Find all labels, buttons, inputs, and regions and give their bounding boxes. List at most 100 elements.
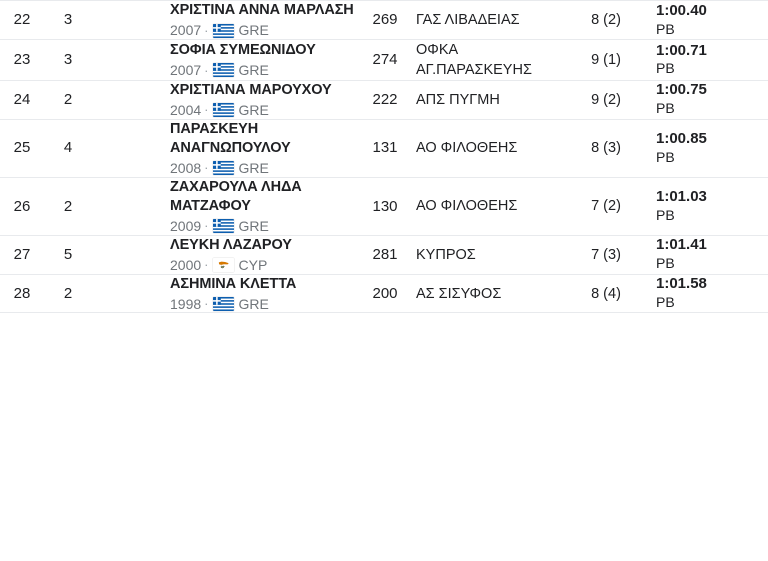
athlete-name[interactable]: ΧΡΙΣΤΙΝΑ ΑΝΝΑ ΜΑΡΛΑΣΗ xyxy=(170,2,354,18)
heat-position: (3) xyxy=(603,140,621,157)
cell-time: 1:01.41 PB xyxy=(646,235,768,274)
cell-lane: 5 xyxy=(44,235,92,274)
athlete-name[interactable]: ΛΕΥΚΗ ΛΑΖΑΡΟΥ xyxy=(170,236,292,253)
meta-separator: · xyxy=(204,218,209,234)
cell-athlete: ΑΣΗΜΙΝΑ ΚΛΕΤΤΑ 1998 · GRE xyxy=(170,274,354,313)
cell-heat: 9 (2) xyxy=(566,80,646,119)
cell-lane: 3 xyxy=(44,1,92,40)
lane-value: 3 xyxy=(63,11,73,29)
athlete-birth-year: 2000 xyxy=(170,256,202,273)
result-time: 1:00.75 xyxy=(656,81,707,99)
lane-value: 2 xyxy=(63,197,73,215)
athlete-meta: 2009 · GRE xyxy=(170,218,354,235)
cell-place: 27 xyxy=(0,235,44,274)
club-name[interactable]: ΑΟ ΦΙΛΟΘΕΗΣ xyxy=(416,140,518,157)
cell-spacer xyxy=(92,274,170,313)
country-code: GRE xyxy=(238,295,269,312)
club-name[interactable]: ΟΦΚΑ ΑΓ.ΠΑΡΑΣΚΕΥΗΣ xyxy=(416,41,532,78)
cell-spacer xyxy=(92,235,170,274)
cell-lane: 4 xyxy=(44,119,92,177)
table-row[interactable]: 28 2 ΑΣΗΜΙΝΑ ΚΛΕΤΤΑ 1998 · GRE 200 ΑΣ ΣΙ… xyxy=(0,274,768,313)
country-flag-icon xyxy=(212,23,234,38)
result-time: 1:01.03 xyxy=(656,187,707,205)
heat-number: 7 xyxy=(591,198,600,215)
bib-number: 269 xyxy=(372,11,398,29)
cell-place: 25 xyxy=(0,119,44,177)
table-row[interactable]: 22 3 ΧΡΙΣΤΙΝΑ ΑΝΝΑ ΜΑΡΛΑΣΗ 2007 · GRE 26… xyxy=(0,0,768,40)
bib-number: 222 xyxy=(372,90,398,108)
result-time: 1:01.58 xyxy=(656,275,707,293)
cell-spacer xyxy=(92,39,170,80)
country-flag-icon xyxy=(212,297,234,312)
club-name[interactable]: ΚΥΠΡΟΣ xyxy=(416,246,476,263)
heat-number: 8 xyxy=(591,140,600,157)
cell-spacer xyxy=(92,80,170,119)
athlete-meta: 2004 · GRE xyxy=(170,102,354,119)
table-row[interactable]: 24 2 ΧΡΙΣΤΙΑΝΑ ΜΑΡΟΥΧΟΥ 2004 · GRE 222 Α… xyxy=(0,80,768,119)
athlete-name[interactable]: ΠΑΡΑΣΚΕΥΗ ΑΝΑΓΝΩΠΟΥΛΟΥ xyxy=(170,120,291,156)
club-name[interactable]: ΓΑΣ ΛΙΒΑΔΕΙΑΣ xyxy=(416,12,520,29)
country-code: GRE xyxy=(238,101,269,118)
cell-time: 1:00.75 PB xyxy=(646,80,768,119)
table-row[interactable]: 25 4 ΠΑΡΑΣΚΕΥΗ ΑΝΑΓΝΩΠΟΥΛΟΥ 2008 · GRE 1… xyxy=(0,119,768,177)
club-name[interactable]: ΑΠΣ ΠΥΓΜΗ xyxy=(416,91,500,108)
cell-lane: 2 xyxy=(44,274,92,313)
heat-number: 9 xyxy=(591,91,600,108)
cell-athlete: ΧΡΙΣΤΙΑΝΑ ΜΑΡΟΥΧΟΥ 2004 · GRE xyxy=(170,80,354,119)
result-tag: PB xyxy=(656,60,675,77)
cell-time: 1:01.03 PB xyxy=(646,177,768,235)
table-row[interactable]: 27 5 ΛΕΥΚΗ ΛΑΖΑΡΟΥ 2000 · CYP 281 ΚΥΠΡΟΣ… xyxy=(0,235,768,274)
result-tag: PB xyxy=(656,255,675,272)
cell-spacer xyxy=(92,119,170,177)
athlete-birth-year: 2007 xyxy=(170,22,202,39)
heat-position: (1) xyxy=(603,51,621,68)
country-code: CYP xyxy=(238,256,268,273)
athlete-birth-year: 2009 xyxy=(170,217,202,234)
cell-heat: 8 (2) xyxy=(566,1,646,40)
heat-position: (3) xyxy=(603,246,621,263)
meta-separator: · xyxy=(204,296,209,312)
country-flag-icon xyxy=(212,219,234,234)
athlete-name[interactable]: ΧΡΙΣΤΙΑΝΑ ΜΑΡΟΥΧΟΥ xyxy=(170,81,332,98)
cell-club: ΑΟ ΦΙΛΟΘΕΗΣ xyxy=(416,177,566,235)
bib-number: 200 xyxy=(372,284,398,302)
cell-heat: 8 (4) xyxy=(566,274,646,313)
result-time: 1:00.40 xyxy=(656,1,707,19)
meta-separator: · xyxy=(204,22,209,38)
athlete-name[interactable]: ΣΟΦΙΑ ΣΥΜΕΩΝΙΔΟΥ xyxy=(170,41,316,58)
heat-position: (2) xyxy=(603,12,621,29)
heat-info: 7 (3) xyxy=(591,247,621,263)
athlete-name[interactable]: ΖΑΧΑΡΟΥΛΑ ΛΗΔΑ ΜΑΤΖΑΦΟΥ xyxy=(170,178,302,214)
place-value: 28 xyxy=(13,284,31,302)
lane-value: 2 xyxy=(63,90,73,108)
table-row[interactable]: 26 2 ΖΑΧΑΡΟΥΛΑ ΛΗΔΑ ΜΑΤΖΑΦΟΥ 2009 · GRE … xyxy=(0,177,768,235)
cell-place: 22 xyxy=(0,1,44,40)
heat-number: 8 xyxy=(591,12,600,29)
cell-heat: 9 (1) xyxy=(566,39,646,80)
lane-value: 3 xyxy=(63,51,73,69)
result-time: 1:00.85 xyxy=(656,129,707,147)
club-name[interactable]: ΑΣ ΣΙΣΥΦΟΣ xyxy=(416,285,502,302)
cell-lane: 2 xyxy=(44,80,92,119)
heat-number: 8 xyxy=(591,285,600,302)
cell-lane: 2 xyxy=(44,177,92,235)
table-row[interactable]: 23 3 ΣΟΦΙΑ ΣΥΜΕΩΝΙΔΟΥ 2007 · GRE 274 ΟΦΚ… xyxy=(0,39,768,80)
athlete-meta: 2000 · CYP xyxy=(170,257,354,274)
athlete-name[interactable]: ΑΣΗΜΙΝΑ ΚΛΕΤΤΑ xyxy=(170,275,297,292)
lane-value: 2 xyxy=(63,284,73,302)
heat-info: 7 (2) xyxy=(591,198,621,214)
cell-club: ΑΠΣ ΠΥΓΜΗ xyxy=(416,80,566,119)
bib-number: 274 xyxy=(372,51,398,69)
heat-position: (2) xyxy=(603,198,621,215)
place-value: 27 xyxy=(13,245,31,263)
result-tag: PB xyxy=(656,100,675,117)
cell-lane: 3 xyxy=(44,39,92,80)
cell-club: ΚΥΠΡΟΣ xyxy=(416,235,566,274)
cell-time: 1:00.85 PB xyxy=(646,119,768,177)
athlete-birth-year: 1998 xyxy=(170,295,202,312)
cell-spacer xyxy=(92,1,170,40)
cell-club: ΑΣ ΣΙΣΥΦΟΣ xyxy=(416,274,566,313)
cell-bib: 130 xyxy=(354,177,416,235)
club-name[interactable]: ΑΟ ΦΙΛΟΘΕΗΣ xyxy=(416,198,518,215)
cell-athlete: ΧΡΙΣΤΙΝΑ ΑΝΝΑ ΜΑΡΛΑΣΗ 2007 · GRE xyxy=(170,1,354,40)
